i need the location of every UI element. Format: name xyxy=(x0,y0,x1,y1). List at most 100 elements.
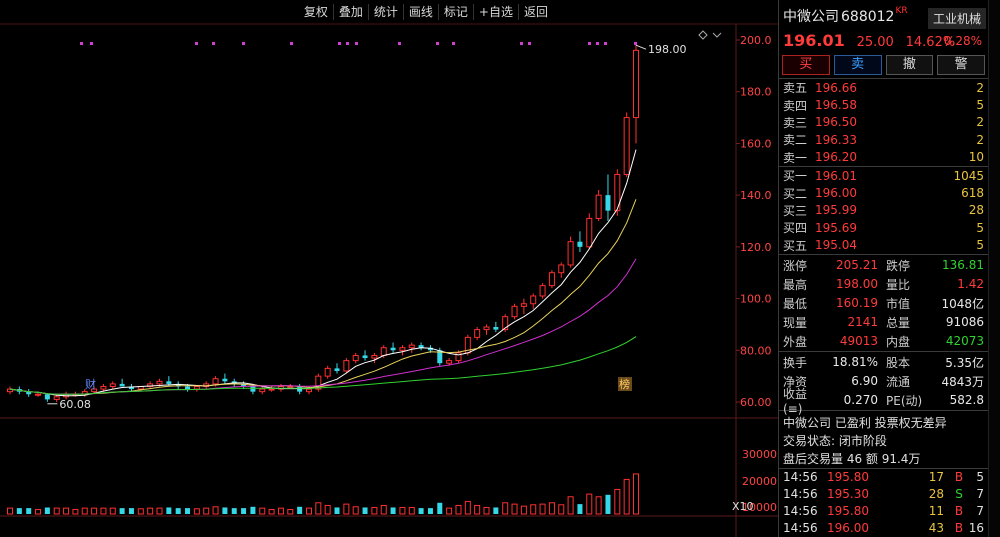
volume-bar-down xyxy=(175,508,181,514)
signal-dot xyxy=(398,42,401,45)
candle-body-up xyxy=(7,388,13,393)
bid-row: 买四 195.69 5 xyxy=(779,219,988,236)
quote-panel: 中微公司 688012KR 工业机械 196.01 25.00 14.62% 0.… xyxy=(778,0,988,537)
volume-bar-up xyxy=(137,508,144,515)
candle-body-down xyxy=(362,355,368,359)
high-price-label: 198.00 xyxy=(648,43,687,56)
stat-row: 最高 198.00 量比 1.42 xyxy=(779,275,988,294)
high-arrow xyxy=(635,44,647,50)
stat-row: 最低 160.19 市值 1048亿 xyxy=(779,294,988,313)
candle-body-up xyxy=(193,385,200,390)
candle-body-up xyxy=(287,385,294,388)
volume-bar-up xyxy=(100,507,107,515)
moving-average-line-60 xyxy=(9,336,637,395)
ask-price: 196.33 xyxy=(815,132,857,147)
stat-key: 最低 xyxy=(783,296,808,311)
volume-bar-up xyxy=(520,505,527,515)
stat-key: 最高 xyxy=(783,277,808,292)
stat-value: 1048亿 xyxy=(941,296,984,311)
candle-body-down xyxy=(119,383,125,387)
bid-label: 买四 xyxy=(783,221,808,236)
bid-price: 195.04 xyxy=(815,238,857,253)
volume-bar-up xyxy=(72,508,79,515)
tick-direction: B xyxy=(954,521,964,536)
signal-dot xyxy=(596,42,599,45)
tick-list: 14:56 195.80 17 B 5 14:56 195.30 28 S 7 14:56 195… xyxy=(779,467,988,537)
stat-key: 收益(≡) xyxy=(783,386,808,416)
toolbar-overlay-button[interactable]: 叠加 xyxy=(334,4,369,20)
volume-bar-up xyxy=(156,507,163,515)
price-tick-label: 120.0 xyxy=(740,241,772,254)
ask-volume: 2 xyxy=(976,115,984,130)
tick-count: 7 xyxy=(976,487,984,502)
candle-body-up xyxy=(520,303,527,307)
bid-volume: 618 xyxy=(961,186,984,201)
toolbar-draw-button[interactable]: 画线 xyxy=(404,4,439,20)
cancel-order-button[interactable]: 撤 xyxy=(885,55,934,75)
candle-body-up xyxy=(315,375,322,390)
tick-time: 14:56 xyxy=(783,521,818,536)
stat-value: 136.81 xyxy=(942,258,984,273)
kline-chart-area[interactable]: 200.0 180.0 160.0 140.0 120.0 100.0 80.00 60.00… xyxy=(0,0,778,537)
volume-bar-up xyxy=(81,507,88,515)
volume-bar-up xyxy=(623,478,630,515)
candle-body-up xyxy=(53,396,60,400)
candle-body-down xyxy=(44,394,50,400)
price-alert-button[interactable]: 警 xyxy=(937,55,985,75)
tick-price: 195.30 xyxy=(827,487,869,502)
price-tick-label: 60.00 xyxy=(740,396,772,409)
candle-body-down xyxy=(128,386,134,390)
toolbar-add-watchlist-button[interactable]: +自选 xyxy=(474,4,519,20)
stat-value: 205.21 xyxy=(836,258,878,273)
buy-button[interactable]: 买 xyxy=(782,55,830,75)
price-tick-label: 180.0 xyxy=(740,86,772,99)
financial-report-marker: 财 xyxy=(85,377,96,391)
ask-volume: 5 xyxy=(976,98,984,113)
ask-label: 卖二 xyxy=(783,133,808,148)
chart-toolbar: 复权 叠加 统计 画线 标记 +自选 返回 xyxy=(299,4,553,20)
volume-bar-down xyxy=(16,508,22,514)
ask-label: 卖一 xyxy=(783,150,808,165)
volume-bar-up xyxy=(109,507,116,515)
stat-value: 1.42 xyxy=(957,277,984,292)
candle-body-up xyxy=(558,264,565,274)
toolbar-back-button[interactable]: 返回 xyxy=(523,5,548,19)
toolbar-mark-button[interactable]: 标记 xyxy=(439,4,474,20)
low-price-label: 60.08 xyxy=(59,398,91,411)
toolbar-stats-button[interactable]: 统计 xyxy=(369,4,404,20)
stat-row: 涨停 205.21 跌停 136.81 xyxy=(779,256,988,275)
candle-body-down xyxy=(390,347,396,351)
kline-chart[interactable]: 200.0 180.0 160.0 140.0 120.0 100.0 80.00 60.00… xyxy=(0,0,778,537)
company-status-line[interactable]: 中微公司 已盈利 投票权无差异 xyxy=(783,415,947,430)
signal-dot xyxy=(346,42,349,45)
signal-dot xyxy=(80,42,83,45)
candle-body-down xyxy=(241,383,247,387)
bid-label: 买二 xyxy=(783,186,808,201)
volume-bar-up xyxy=(567,496,574,515)
volume-tick-label: 30000 xyxy=(742,448,777,461)
stat-row: 现量 2141 总量 91086 xyxy=(779,313,988,332)
sell-button[interactable]: 卖 xyxy=(833,55,882,75)
volume-bar-up xyxy=(633,473,639,515)
stat-value: 5.35亿 xyxy=(945,355,984,370)
candle-body-up xyxy=(502,316,509,331)
stat-key: 股本 xyxy=(886,355,911,370)
tick-row: 14:56 195.30 28 S 7 xyxy=(779,486,988,503)
toolbar-fuquan-button[interactable]: 复权 xyxy=(299,4,334,20)
side-scroll-strip[interactable] xyxy=(988,0,1000,537)
candle-body-down xyxy=(437,350,443,364)
volume-bar-down xyxy=(605,494,611,514)
moving-average-line-20 xyxy=(9,258,637,395)
tick-price: 195.80 xyxy=(827,470,869,485)
volume-bar-up xyxy=(455,504,462,515)
tick-count: 7 xyxy=(976,504,984,519)
bid-book: 买一 196.01 1045 买二 196.00 618 买三 195.99 28 买四 19… xyxy=(779,165,988,254)
volume-bar-up xyxy=(324,504,331,515)
candle-body-down xyxy=(250,386,256,392)
volume-bar-up xyxy=(483,506,490,515)
industry-tag[interactable]: 工业机械 xyxy=(927,8,986,29)
ask-row: 卖二 196.33 2 xyxy=(779,131,988,148)
candle-body-down xyxy=(493,327,499,330)
signal-dot xyxy=(634,42,637,45)
signal-dot xyxy=(338,42,341,45)
